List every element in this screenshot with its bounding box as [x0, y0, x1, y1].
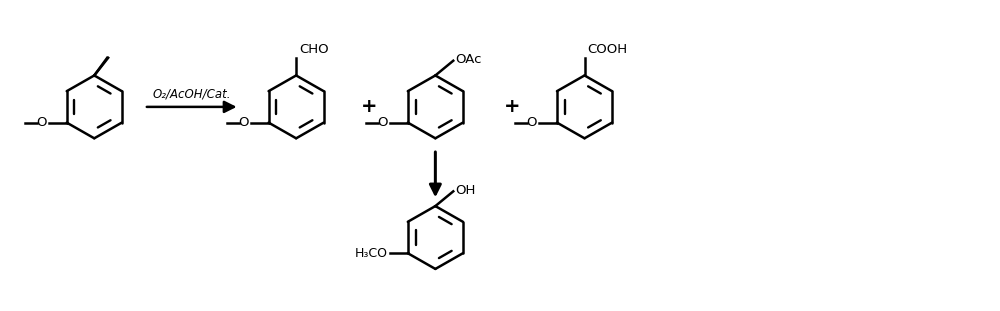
Text: O: O — [377, 116, 388, 129]
Text: H₃CO: H₃CO — [355, 247, 388, 260]
Text: CHO: CHO — [299, 43, 329, 56]
Text: +: + — [360, 97, 377, 116]
Text: O₂/AcOH/Cat.: O₂/AcOH/Cat. — [152, 87, 231, 100]
Text: +: + — [504, 97, 520, 116]
Text: OH: OH — [455, 184, 476, 197]
Text: O: O — [238, 116, 249, 129]
Text: O: O — [527, 116, 537, 129]
Text: O: O — [36, 116, 47, 129]
Text: COOH: COOH — [588, 43, 628, 56]
Text: OAc: OAc — [455, 53, 482, 66]
